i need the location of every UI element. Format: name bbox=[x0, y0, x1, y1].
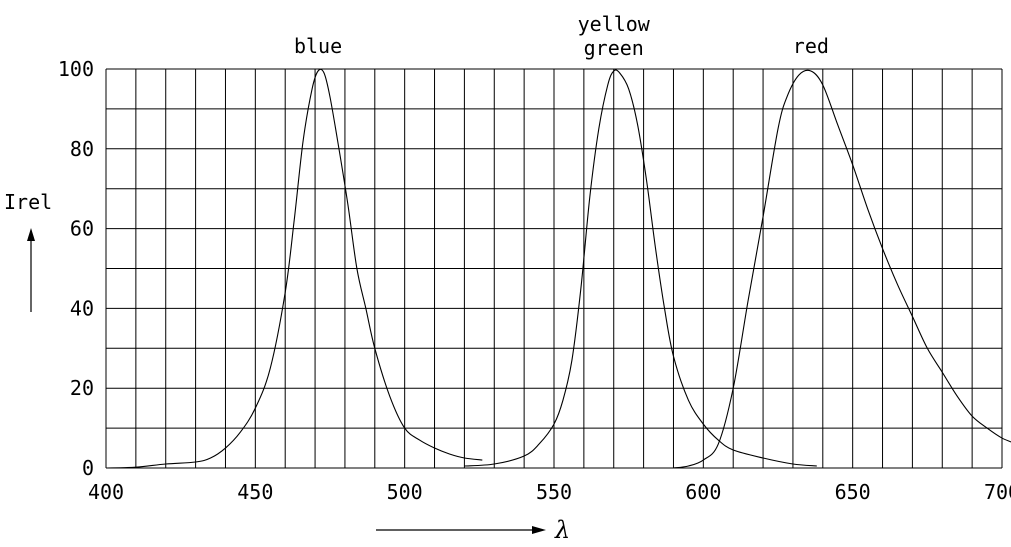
x-axis-label: λ bbox=[554, 516, 570, 544]
x-tick-label: 650 bbox=[835, 480, 871, 504]
y-axis-arrow bbox=[27, 228, 35, 312]
y-tick-label: 80 bbox=[70, 137, 94, 161]
x-tick-label: 700 bbox=[984, 480, 1011, 504]
x-tick-label: 600 bbox=[685, 480, 721, 504]
x-tick-labels: 400 450 500 550 600 650 700 bbox=[88, 480, 1011, 504]
series-labels: blue yellow green red bbox=[294, 12, 829, 60]
series-line-blue bbox=[105, 68, 483, 469]
chart-curves bbox=[105, 68, 1011, 469]
y-axis-label: Irel bbox=[4, 190, 52, 214]
x-tick-label: 400 bbox=[88, 480, 124, 504]
y-tick-label: 20 bbox=[70, 376, 94, 400]
series-line-red bbox=[673, 69, 1011, 469]
y-tick-label: 40 bbox=[70, 296, 94, 320]
y-tick-labels: 0 20 40 60 80 100 bbox=[58, 57, 94, 480]
y-tick-label: 100 bbox=[58, 57, 94, 81]
series-label-red: red bbox=[793, 34, 829, 58]
series-label-blue: blue bbox=[294, 34, 342, 58]
series-label-yellow-green: yellow green bbox=[578, 12, 651, 60]
chart-grid bbox=[105, 68, 1003, 469]
x-axis-arrow bbox=[376, 526, 546, 534]
y-tick-label: 0 bbox=[82, 456, 94, 480]
y-tick-label: 60 bbox=[70, 217, 94, 241]
x-tick-label: 550 bbox=[536, 480, 572, 504]
x-tick-label: 500 bbox=[387, 480, 423, 504]
series-line-yellow-green bbox=[464, 69, 817, 467]
x-tick-label: 450 bbox=[237, 480, 273, 504]
